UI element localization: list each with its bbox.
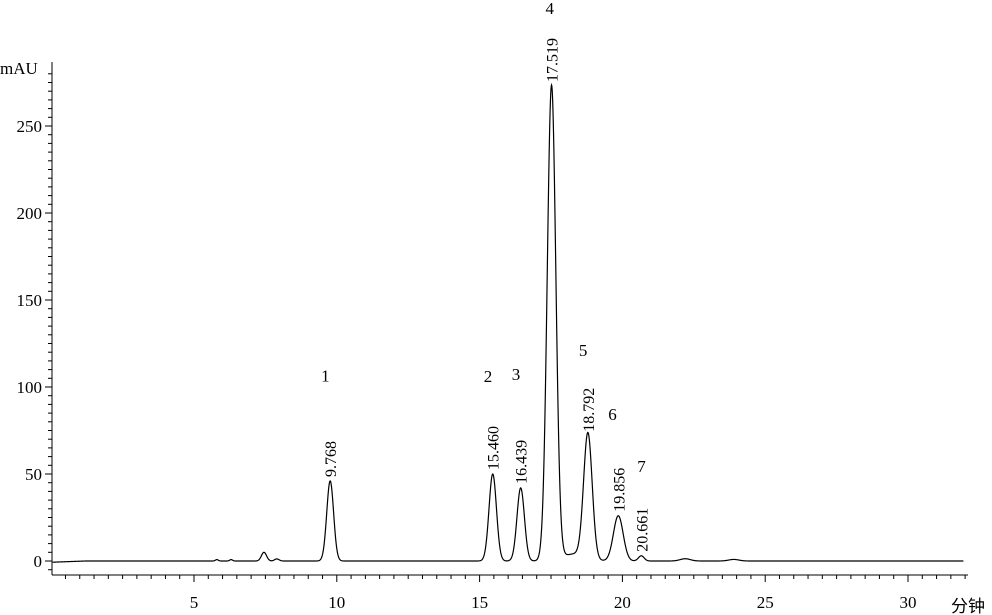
y-axis-label: mAU <box>0 59 38 78</box>
x-tick-label: 5 <box>190 593 199 612</box>
y-tick-label: 250 <box>17 117 43 136</box>
peak-retention-time-label: 15.460 <box>486 426 503 470</box>
peak-number-label: 4 <box>546 0 555 18</box>
peak-number-label: 7 <box>637 457 646 476</box>
y-tick-label: 0 <box>34 552 43 571</box>
x-tick-label: 30 <box>900 593 917 612</box>
x-tick-label: 15 <box>471 593 488 612</box>
y-tick-label: 200 <box>17 204 43 223</box>
peak-number-label: 6 <box>608 405 617 424</box>
peak-number-label: 1 <box>321 366 330 385</box>
peak-retention-time-label: 9.768 <box>323 441 340 477</box>
x-tick-label: 25 <box>757 593 774 612</box>
peak-retention-time-label: 20.661 <box>634 508 651 552</box>
peak-number-label: 5 <box>579 341 588 360</box>
chromatogram-trace <box>52 82 964 563</box>
peak-number-label: 2 <box>484 367 493 386</box>
y-tick-label: 100 <box>17 378 43 397</box>
peak-retention-time-label: 17.519 <box>545 38 562 82</box>
y-tick-label: 150 <box>17 291 43 310</box>
peak-retention-time-label: 16.439 <box>514 440 531 484</box>
y-axis: 0 50 100 150 200 250 <box>17 62 53 575</box>
peak-number-label: 3 <box>512 365 521 384</box>
peak-retention-time-label: 18.792 <box>581 388 598 432</box>
x-tick-label: 20 <box>614 593 631 612</box>
x-axis-label: 分钟 <box>951 597 985 615</box>
x-axis: 5 10 15 20 25 30 <box>52 574 968 612</box>
y-tick-label: 50 <box>25 465 42 484</box>
peak-labels: 9.768 1 15.460 2 16.439 3 17.519 4 18.792 5 19.856… <box>321 0 651 552</box>
peak-retention-time-label: 19.856 <box>611 468 628 512</box>
x-tick-label: 10 <box>328 593 345 612</box>
